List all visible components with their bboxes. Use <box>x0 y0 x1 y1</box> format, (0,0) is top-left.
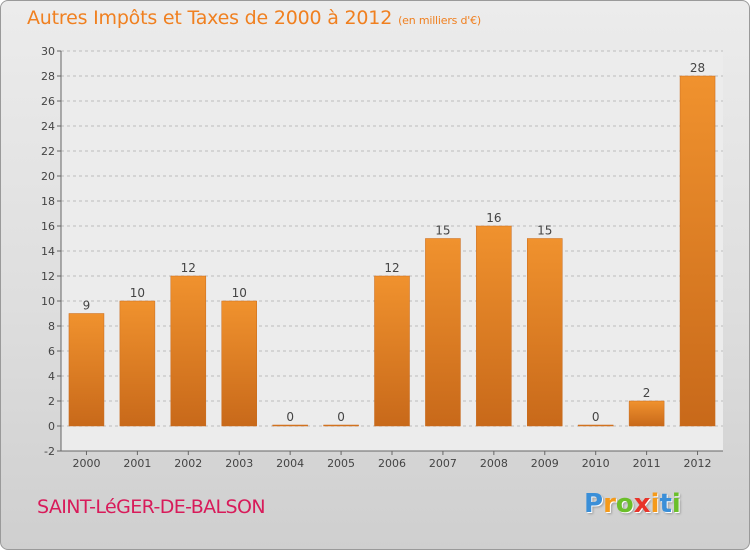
bar-2007 <box>425 238 461 427</box>
x-tick-label: 2010 <box>582 457 610 470</box>
bar-2010 <box>577 424 614 427</box>
bar-2009 <box>527 238 563 427</box>
logo-letter: P <box>584 489 604 519</box>
bar-2003 <box>221 300 257 427</box>
bar-value-label: 0 <box>592 410 600 424</box>
logo-letter: i <box>671 489 681 519</box>
proxiti-logo: Proxiti <box>584 489 681 519</box>
x-tick-label: 2012 <box>684 457 712 470</box>
x-tick-label: 2004 <box>276 457 304 470</box>
bar-value-label: 10 <box>130 286 145 300</box>
x-tick-label: 2002 <box>174 457 202 470</box>
x-tick-label: 2006 <box>378 457 406 470</box>
y-tick-label: 0 <box>48 420 55 433</box>
y-tick-label: -2 <box>44 445 55 458</box>
y-tick-label: 18 <box>41 195 55 208</box>
bar-2002 <box>170 275 207 427</box>
y-tick-label: 28 <box>41 70 55 83</box>
bar-2004 <box>272 424 308 427</box>
y-tick-label: 2 <box>48 395 55 408</box>
bar-2011 <box>628 400 665 427</box>
x-tick-label: 2009 <box>531 457 559 470</box>
bar-2008 <box>476 225 512 427</box>
x-tick-label: 2001 <box>123 457 151 470</box>
y-tick-label: 26 <box>41 95 55 108</box>
logo-letter: i <box>650 489 660 519</box>
bar-value-label: 12 <box>384 261 399 275</box>
x-tick-label: 2011 <box>633 457 661 470</box>
x-tick-label: 2008 <box>480 457 508 470</box>
x-tick-label: 2000 <box>72 457 100 470</box>
y-tick-label: 4 <box>48 370 55 383</box>
place-name: SAINT-LéGER-DE-BALSON <box>37 496 266 518</box>
y-tick-label: 8 <box>48 320 55 333</box>
bar-value-label: 0 <box>286 410 294 424</box>
y-tick-label: 6 <box>48 345 55 358</box>
bar-2006 <box>374 275 410 427</box>
y-tick-label: 12 <box>41 270 55 283</box>
x-tick-label: 2007 <box>429 457 457 470</box>
bar-value-label: 0 <box>337 410 345 424</box>
logo-letter: x <box>633 489 651 519</box>
bar-2001 <box>119 300 156 427</box>
bar-value-label: 15 <box>435 224 450 238</box>
y-tick-label: 30 <box>41 45 55 58</box>
bar-value-label: 15 <box>537 224 552 238</box>
bar-2005 <box>323 424 359 427</box>
bar-value-label: 16 <box>486 211 501 225</box>
bar-2000 <box>68 313 105 427</box>
bar-value-label: 9 <box>83 299 91 313</box>
logo-letter: o <box>615 489 634 519</box>
y-tick-label: 24 <box>41 120 55 133</box>
y-tick-label: 14 <box>41 245 55 258</box>
y-tick-label: 10 <box>41 295 55 308</box>
bar-value-label: 12 <box>181 261 196 275</box>
x-tick-label: 2003 <box>225 457 253 470</box>
x-tick-label: 2005 <box>327 457 355 470</box>
logo-letter: t <box>659 489 672 519</box>
bar-2012 <box>679 75 716 427</box>
y-tick-label: 16 <box>41 220 55 233</box>
y-tick-label: 20 <box>41 170 55 183</box>
chart-title: Autres Impôts et Taxes de 2000 à 2012 (en… <box>27 7 481 29</box>
y-tick-label: 22 <box>41 145 55 158</box>
logo-letter: r <box>603 489 616 519</box>
unit-label: (en milliers d'€) <box>398 14 481 27</box>
bar-value-label: 28 <box>690 61 705 75</box>
bar-value-label: 10 <box>232 286 247 300</box>
bar-value-label: 2 <box>643 386 651 400</box>
